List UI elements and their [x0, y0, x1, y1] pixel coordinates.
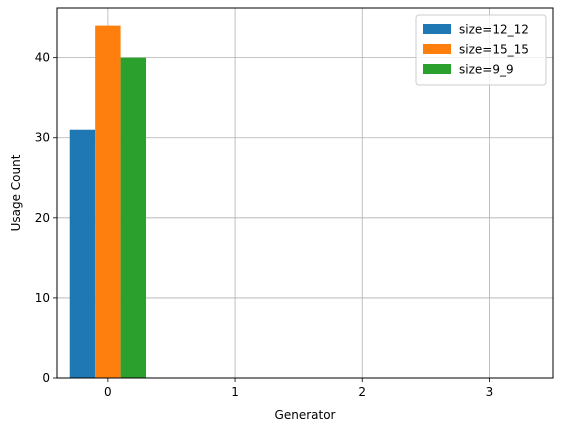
plot-frame	[56, 7, 554, 379]
y-tick-label: 20	[35, 211, 50, 225]
x-tick-label: 0	[104, 385, 112, 399]
legend-label: size=12_12	[459, 23, 529, 37]
x-tick-label: 3	[486, 385, 494, 399]
bar-size-9-9-0	[120, 57, 147, 378]
bars	[69, 25, 147, 378]
y-tick-label: 0	[42, 371, 50, 385]
x-tick-label: 2	[358, 385, 366, 399]
y-axis-title: Usage Count	[9, 154, 23, 231]
legend-swatch	[423, 24, 451, 34]
y-tick-label: 10	[35, 291, 50, 305]
x-tick-label: 1	[231, 385, 239, 399]
legend-label: size=9_9	[459, 63, 514, 77]
bar-size-12-12-0	[69, 129, 96, 378]
y-tick-label: 40	[35, 51, 50, 65]
y-tick-label: 30	[35, 131, 50, 145]
legend-swatch	[423, 64, 451, 74]
x-axis-title: Generator	[275, 408, 336, 422]
legend: size=12_12 size=15_15 size=9_9	[415, 14, 547, 86]
legend-swatch	[423, 44, 451, 54]
legend-label: size=15_15	[459, 43, 529, 57]
bar-size-15-15-0	[95, 25, 121, 378]
